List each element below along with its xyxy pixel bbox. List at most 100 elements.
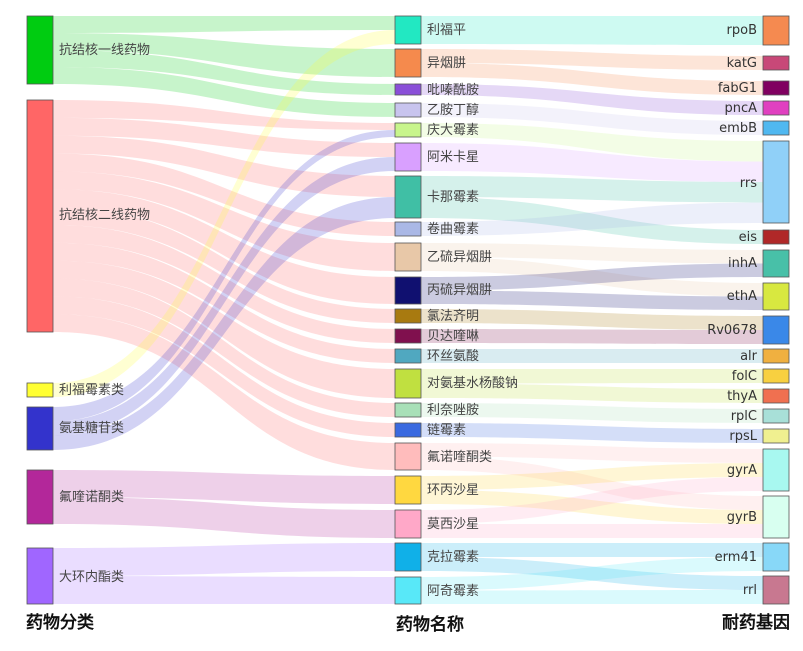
node-d11 — [394, 308, 422, 324]
node-d3 — [394, 83, 422, 96]
link-c4-d7 — [53, 197, 395, 450]
link-d21-g18 — [421, 557, 763, 591]
node-label-d5: 庆大霉素 — [427, 123, 479, 138]
node-label-d12: 贝达喹啉 — [427, 329, 479, 344]
node-label-d16: 链霉素 — [427, 423, 466, 438]
node-label-g12: folC — [732, 369, 757, 384]
node-d20 — [394, 542, 422, 572]
node-g3 — [762, 80, 790, 96]
node-g17 — [762, 495, 790, 539]
link-d11-g10 — [421, 309, 763, 330]
link-c1-d2 — [53, 33, 395, 77]
node-d2 — [394, 48, 422, 78]
link-c2-d12 — [53, 224, 395, 343]
link-d20-g18 — [421, 543, 763, 557]
node-label-d18: 环丙沙星 — [427, 483, 479, 498]
link-d9-g8 — [421, 243, 763, 264]
node-label-g4: pncA — [724, 101, 757, 116]
node-label-d4: 乙胺丁醇 — [427, 102, 479, 118]
link-d4-g5 — [421, 103, 763, 135]
link-c1-d1 — [53, 16, 395, 33]
link-d6-g6 — [421, 143, 763, 182]
node-g19 — [762, 575, 790, 605]
node-d18 — [394, 475, 422, 505]
node-label-d2: 异烟肼 — [427, 56, 466, 71]
link-d9-g9 — [421, 257, 763, 297]
node-label-d8: 卷曲霉素 — [427, 221, 479, 237]
link-d10-g8 — [421, 263, 763, 291]
node-g1 — [762, 15, 790, 46]
node-label-d7: 卡那霉素 — [427, 190, 479, 205]
link-c2-d9 — [53, 171, 395, 271]
link-d7-g6 — [421, 176, 763, 203]
link-c2-d11 — [53, 207, 395, 323]
node-label-g15: rpsL — [729, 429, 757, 444]
node-label-d9: 乙硫异烟肼 — [427, 250, 492, 265]
node-label-g14: rplC — [731, 409, 757, 424]
link-d19-g17 — [421, 524, 763, 538]
node-label-g10: Rv0678 — [707, 323, 757, 338]
node-g6 — [762, 140, 790, 224]
node-c6 — [26, 547, 54, 605]
node-label-g16: gyrA — [727, 463, 757, 478]
link-d5-g6 — [421, 123, 763, 162]
link-d17-g16 — [421, 443, 763, 463]
right-column-title: 耐药基因 — [722, 612, 790, 633]
node-label-c3: 利福霉素类 — [59, 383, 124, 398]
node-d16 — [394, 422, 422, 438]
node-label-g7: eis — [739, 230, 758, 245]
link-c1-d3 — [53, 50, 395, 95]
link-d2-g2 — [421, 49, 763, 70]
link-c2-d17 — [53, 314, 395, 470]
node-label-g8: inhA — [728, 256, 757, 271]
mid-column-title: 药物名称 — [396, 614, 464, 635]
node-d1 — [394, 15, 422, 45]
node-label-g17: gyrB — [727, 510, 757, 525]
node-label-g5: embB — [719, 121, 757, 136]
node-d9 — [394, 242, 422, 272]
node-label-g9: ethA — [727, 289, 757, 304]
link-d10-g9 — [421, 290, 763, 310]
link-c5-d19 — [53, 497, 395, 538]
node-g13 — [762, 388, 790, 404]
node-g5 — [762, 120, 790, 136]
left-column-title: 药物分类 — [26, 612, 95, 633]
link-c2-d16 — [53, 296, 395, 437]
node-label-g11: alr — [740, 349, 758, 364]
node-d17 — [394, 442, 422, 471]
node-d10 — [394, 276, 422, 305]
node-c5 — [26, 469, 54, 525]
link-c4-d6 — [53, 157, 395, 436]
node-d6 — [394, 142, 422, 172]
link-d20-g19 — [421, 557, 763, 590]
link-d1-g1 — [421, 16, 763, 45]
node-c1 — [26, 15, 54, 85]
node-label-d3: 吡嗪酰胺 — [427, 83, 479, 98]
node-label-c5: 氟喹诺酮类 — [59, 490, 124, 505]
node-d5 — [394, 122, 422, 138]
link-d16-g15 — [421, 423, 763, 443]
link-c2-d7 — [53, 135, 395, 197]
link-c2-d8 — [53, 153, 395, 236]
node-label-d6: 阿米卡星 — [427, 150, 479, 165]
node-label-d1: 利福平 — [427, 23, 466, 38]
node-g8 — [762, 249, 790, 278]
node-label-d13: 环丝氨酸 — [427, 349, 479, 364]
link-c1-d4 — [53, 67, 395, 117]
link-c2-d5 — [53, 100, 395, 130]
link-c2-d6 — [53, 117, 395, 157]
node-label-d17: 氟诺喹酮类 — [427, 450, 492, 465]
node-g18 — [762, 542, 790, 572]
link-c3-d1 — [53, 30, 395, 397]
node-g11 — [762, 348, 790, 364]
node-d21 — [394, 576, 422, 605]
node-g4 — [762, 100, 790, 116]
link-d15-g14 — [421, 403, 763, 423]
link-d2-g3 — [421, 63, 763, 95]
link-c5-d18 — [53, 470, 395, 504]
link-c6-d20 — [53, 543, 395, 576]
link-c2-d15 — [53, 278, 395, 417]
node-label-g13: thyA — [727, 389, 757, 404]
